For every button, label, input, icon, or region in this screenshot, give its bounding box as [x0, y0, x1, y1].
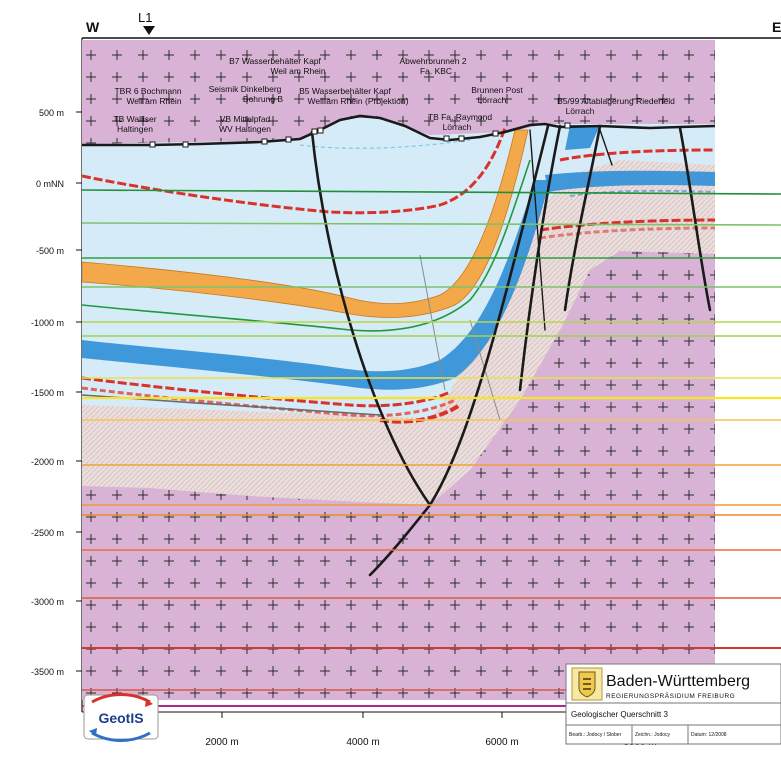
depth-axis: 500 m 0 mNN -500 m -1000 m -1500 m -2000…: [31, 108, 64, 677]
logo-arc-blue-icon: [91, 731, 151, 742]
borehole-label: TB Fa. Raymond: [428, 112, 493, 122]
depth-label-minus1500: -1500 m: [31, 388, 64, 398]
depth-label-minus3500: -3500 m: [31, 667, 64, 677]
title-block-author: Bearb.: Jodocy / Stober: [569, 732, 622, 738]
cenozoic-fill: [82, 118, 715, 418]
red-marker-horizons: [82, 127, 715, 424]
borehole-label: Lörrach: [566, 106, 595, 116]
coat-of-arms-icon: [571, 667, 603, 701]
borehole-label: Seismik Dinkelberg: [209, 84, 282, 94]
borehole-labels: TB Walliser Haltingen TBR 6 Bochmann Wei…: [113, 56, 675, 134]
line-marker-label: L1: [138, 10, 152, 25]
depth-label-minus2000: -2000 m: [31, 457, 64, 467]
borehole-label: Fa. KBC: [420, 66, 452, 76]
faults: [310, 124, 712, 577]
logo-text: GeotIS: [98, 710, 143, 726]
west-label: W: [86, 19, 100, 35]
depth-label-500: 500 m: [39, 108, 64, 118]
depth-ticks: [76, 111, 82, 672]
orange-marker-horizon: [82, 129, 529, 318]
borehole-label: TB Walliser: [113, 114, 156, 124]
borehole-label: Weil am Rhein: [126, 96, 181, 106]
depth-label-0: 0 mNN: [36, 179, 64, 189]
topography-line: [82, 114, 716, 147]
depth-label-minus500: -500 m: [36, 246, 64, 256]
borehole-label: Haltingen: [117, 124, 153, 134]
title-block-state: Baden-Württemberg: [606, 673, 750, 690]
depth-label-minus1000: -1000 m: [31, 318, 64, 328]
distance-label-4000: 4000 m: [346, 737, 379, 748]
borehole-label: Lörrach: [443, 122, 472, 132]
title-block-authority: REGIERUNGSPRÄSIDIUM FREIBURG: [606, 692, 735, 700]
depth-label-minus3000: -3000 m: [31, 597, 64, 607]
borehole-label: VB Mittelpfad: [220, 114, 271, 124]
title-block-date: Datum: 12/2008: [691, 732, 727, 738]
distance-label-6000: 6000 m: [485, 737, 518, 748]
title-block: Baden-Württemberg REGIERUNGSPRÄSIDIUM FR…: [565, 663, 781, 745]
borehole-label: Weil am Rhein: [270, 66, 325, 76]
title-block-title: Geologischer Querschnitt 3: [571, 710, 668, 719]
regional-horizon-lines: [81, 189, 781, 707]
borehole-label: Brunnen Post: [471, 85, 523, 95]
depth-label-minus2500: -2500 m: [31, 528, 64, 538]
borehole-label: Weil am Rhein (Projektion): [308, 96, 409, 106]
distance-label-2000: 2000 m: [205, 737, 238, 748]
borehole-label: Lörrach: [478, 95, 507, 105]
borehole-label: WV Haltingen: [219, 124, 271, 134]
borehole-label: B5/99 Altablagerung Riederfeld: [557, 96, 675, 106]
geology-layers: [82, 40, 715, 700]
east-label: E: [772, 19, 781, 35]
borehole-markers: [149, 122, 571, 148]
borehole-label: B7 Wasserbehälter Kapf: [229, 56, 321, 66]
logo-arc-red-icon: [91, 693, 151, 704]
borehole-label: B5 Wasserbehälter Kapf: [299, 86, 391, 96]
geotis-logo: GeotIS: [83, 693, 159, 742]
title-block-drawer: Zeichn.: Jodocy: [635, 732, 671, 738]
borehole-label: TBR 6 Bochmann: [114, 86, 181, 96]
line-marker-triangle-icon: [143, 26, 155, 35]
borehole-label: Abwehrbrunnen 2: [399, 56, 466, 66]
borehole-label: Bohrung B: [243, 94, 283, 104]
